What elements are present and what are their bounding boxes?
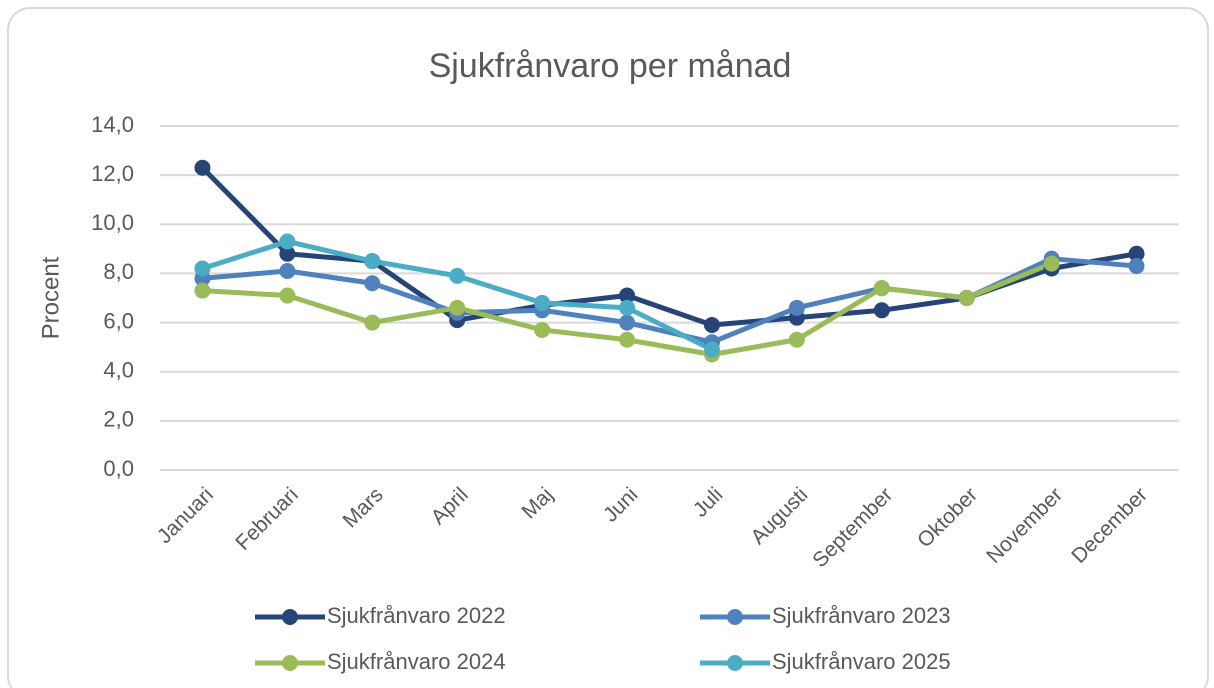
data-point bbox=[1128, 258, 1145, 275]
legend-label: Sjukfrånvaro 2022 bbox=[327, 603, 506, 628]
y-tick-label: 10,0 bbox=[91, 210, 134, 235]
data-point bbox=[619, 299, 636, 316]
chart-title: Sjukfrånvaro per månad bbox=[429, 47, 792, 85]
y-tick-label: 6,0 bbox=[103, 308, 134, 333]
data-point bbox=[1043, 255, 1060, 272]
data-point bbox=[194, 282, 211, 299]
data-point bbox=[703, 317, 720, 334]
data-point bbox=[788, 299, 805, 316]
y-tick-label: 12,0 bbox=[91, 161, 134, 186]
data-point bbox=[364, 275, 381, 292]
data-point bbox=[619, 287, 636, 304]
data-point bbox=[449, 267, 466, 284]
legend-marker bbox=[727, 655, 743, 671]
data-point bbox=[534, 294, 551, 311]
data-point bbox=[194, 159, 211, 176]
data-point bbox=[279, 262, 296, 279]
legend-marker bbox=[282, 609, 298, 625]
y-tick-label: 4,0 bbox=[103, 358, 134, 383]
y-tick-label: 14,0 bbox=[91, 112, 134, 137]
data-point bbox=[279, 245, 296, 262]
data-point bbox=[619, 314, 636, 331]
data-point bbox=[364, 314, 381, 331]
data-point bbox=[194, 260, 211, 277]
legend-label: Sjukfrånvaro 2025 bbox=[772, 649, 951, 674]
data-point bbox=[279, 287, 296, 304]
data-point bbox=[703, 341, 720, 358]
chart-frame bbox=[7, 7, 1209, 688]
y-axis-label: Procent bbox=[37, 256, 64, 339]
data-point bbox=[534, 321, 551, 338]
data-point bbox=[279, 233, 296, 250]
legend-marker bbox=[727, 609, 743, 625]
data-point bbox=[364, 253, 381, 270]
y-tick-label: 2,0 bbox=[103, 407, 134, 432]
data-point bbox=[449, 299, 466, 316]
y-tick-label: 0,0 bbox=[103, 456, 134, 481]
y-tick-label: 8,0 bbox=[103, 259, 134, 284]
data-point bbox=[788, 331, 805, 348]
legend-marker bbox=[282, 655, 298, 671]
data-point bbox=[619, 331, 636, 348]
data-point bbox=[958, 290, 975, 306]
data-point bbox=[1128, 245, 1145, 262]
legend-label: Sjukfrånvaro 2023 bbox=[772, 603, 951, 628]
data-point bbox=[873, 280, 890, 297]
data-point bbox=[873, 302, 890, 319]
legend-label: Sjukfrånvaro 2024 bbox=[327, 649, 506, 674]
